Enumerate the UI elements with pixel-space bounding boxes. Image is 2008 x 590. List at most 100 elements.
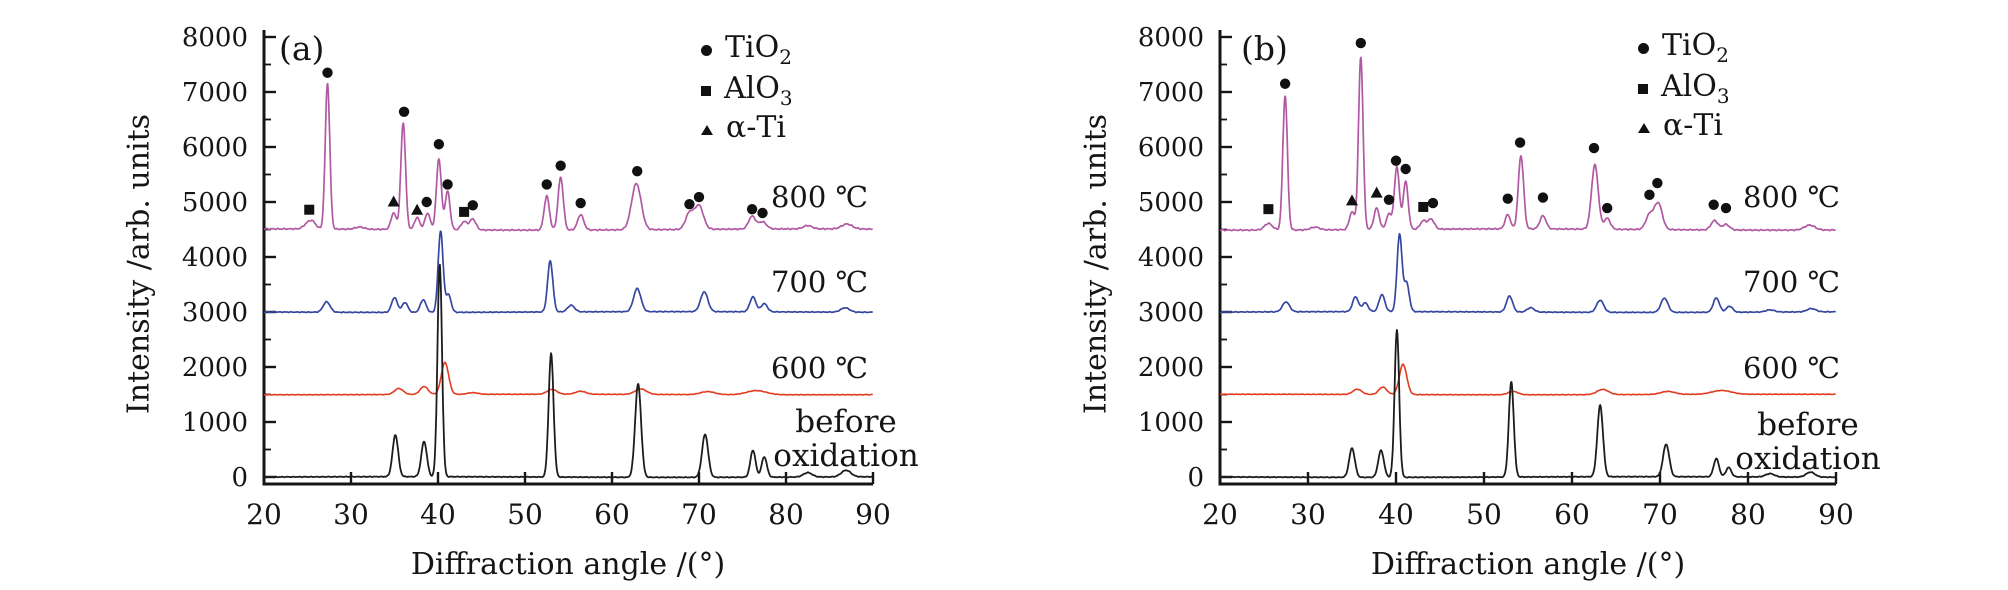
legend-item-alpha-ti: α-Ti [701,113,786,147]
x-tick-label: 20 [246,498,282,531]
peak-marker-circle-icon [467,200,478,211]
peak-marker-circle-icon [632,166,643,177]
before-oxidation-line1: before [1757,407,1859,443]
peak-marker-circle-icon [433,139,445,150]
peak-marker-circle-icon [442,179,453,190]
peak-marker-circle-icon [1355,37,1367,49]
curve-800-C [263,82,873,232]
y-tick-label: 4000 [182,243,248,273]
peak-marker-circle-icon [1514,137,1526,148]
curve-800-C [1219,56,1836,232]
curve-label-700c: 700 ℃ [770,265,868,299]
peak-marker-circle-icon [421,196,432,208]
legend-label-sub: 3 [1716,84,1730,108]
legend-item-alo3: AlO3 [701,74,793,108]
circle-marker-icon [701,44,712,56]
y-tick-label: 8000 [1138,23,1204,53]
peak-marker-circle-icon [322,67,333,78]
curve-600-C [263,361,873,396]
x-tick-label: 60 [594,498,630,531]
y-axis-title-b: Intensity /arb. units [1078,113,1114,415]
x-tick-label: 90 [855,498,891,531]
y-tick-label: 2000 [182,353,248,383]
peak-marker-triangle-icon [411,203,424,215]
before-oxidation-line1: before [795,404,897,440]
legend-label-base: AlO [1661,69,1717,104]
legend-label: α-Ti [726,113,786,147]
panel-b-tag: (b) [1241,29,1288,68]
legend-label-base: TiO [725,30,780,65]
x-axis-title-b: Diffraction angle /(°) [1370,547,1686,582]
curve-before-oxidation [263,263,873,479]
x-tick-label: 30 [1290,498,1326,531]
peak-marker-circle-icon [693,191,705,203]
circle-marker-icon [1638,42,1649,54]
peak-marker-circle-icon [1502,193,1513,204]
peak-marker-circle-icon [398,106,410,118]
legend-label-base: TiO [1662,28,1717,63]
y-tick-label: 0 [1187,463,1204,493]
y-tick-label: 8000 [182,23,248,53]
legend-label-base: α-Ti [726,110,786,145]
peak-marker-circle-icon [1537,192,1549,203]
x-tick-label: 90 [1818,498,1854,531]
peak-marker-circle-icon [575,197,586,209]
curve-label-800c: 800 ℃ [1742,180,1840,214]
legend-item-alpha-ti: α-Ti [1638,111,1723,145]
x-tick-label: 80 [1730,498,1766,531]
x-tick-label: 30 [333,498,369,531]
peak-marker-square-icon [304,204,315,215]
peak-marker-circle-icon [555,160,566,171]
y-tick-label: 7000 [182,78,248,108]
x-axis-title-a: Diffraction angle /(°) [410,547,726,582]
y-tick-label: 6000 [1138,133,1204,163]
peak-marker-circle-icon [1602,202,1613,214]
before-oxidation-line2: oxidation [773,438,919,474]
y-tick-label: 0 [231,463,248,493]
peak-marker-circle-icon [1383,194,1395,205]
x-tick-label: 60 [1554,498,1590,531]
legend-label: α-Ti [1663,111,1723,145]
curve-label-700c: 700 ℃ [1742,265,1840,299]
x-tick-label: 70 [681,498,717,531]
panel-a-tag: (a) [279,29,325,68]
triangle-marker-icon [701,125,713,135]
x-tick-label: 20 [1202,498,1238,531]
peak-marker-circle-icon [1400,163,1411,175]
peak-marker-circle-icon [541,179,552,190]
peak-marker-square-icon [1263,204,1274,215]
curve-label-before-oxidation: before oxidation [773,405,918,473]
peak-marker-circle-icon [1720,202,1732,214]
y-tick-label: 7000 [1138,78,1204,108]
curve-label-before-oxidation: before oxidation [1735,408,1880,476]
x-tick-label: 40 [1378,498,1414,531]
peak-marker-triangle-icon [1370,186,1383,198]
peak-marker-circle-icon [746,203,758,215]
peak-marker-circle-icon [1652,177,1663,189]
curve-600-C [1219,363,1836,396]
peak-marker-square-icon [459,206,470,217]
y-tick-label: 2000 [1138,353,1204,383]
y-tick-label: 4000 [1138,243,1204,273]
curve-label-800c: 800 ℃ [770,180,868,214]
peak-marker-triangle-icon [1346,194,1358,206]
curve-label-600c: 600 ℃ [770,351,868,385]
peak-marker-circle-icon [1644,189,1655,201]
legend-label: AlO3 [724,74,793,109]
y-tick-label: 1000 [182,408,248,438]
y-tick-label: 3000 [182,298,248,328]
peak-marker-circle-icon [1588,142,1600,154]
x-tick-label: 70 [1642,498,1678,531]
peak-marker-circle-icon [1427,197,1439,209]
peak-marker-triangle-icon [387,195,400,207]
peak-marker-square-icon [1418,201,1429,212]
y-tick-label: 5000 [182,188,248,218]
peak-marker-circle-icon [1708,199,1719,210]
x-tick-label: 40 [420,498,456,531]
legend-label-base: α-Ti [1663,108,1723,143]
peak-marker-circle-icon [684,199,695,210]
y-tick-label: 1000 [1138,408,1204,438]
curve-before-oxidation [1219,329,1836,479]
legend-label: AlO3 [1661,69,1730,108]
